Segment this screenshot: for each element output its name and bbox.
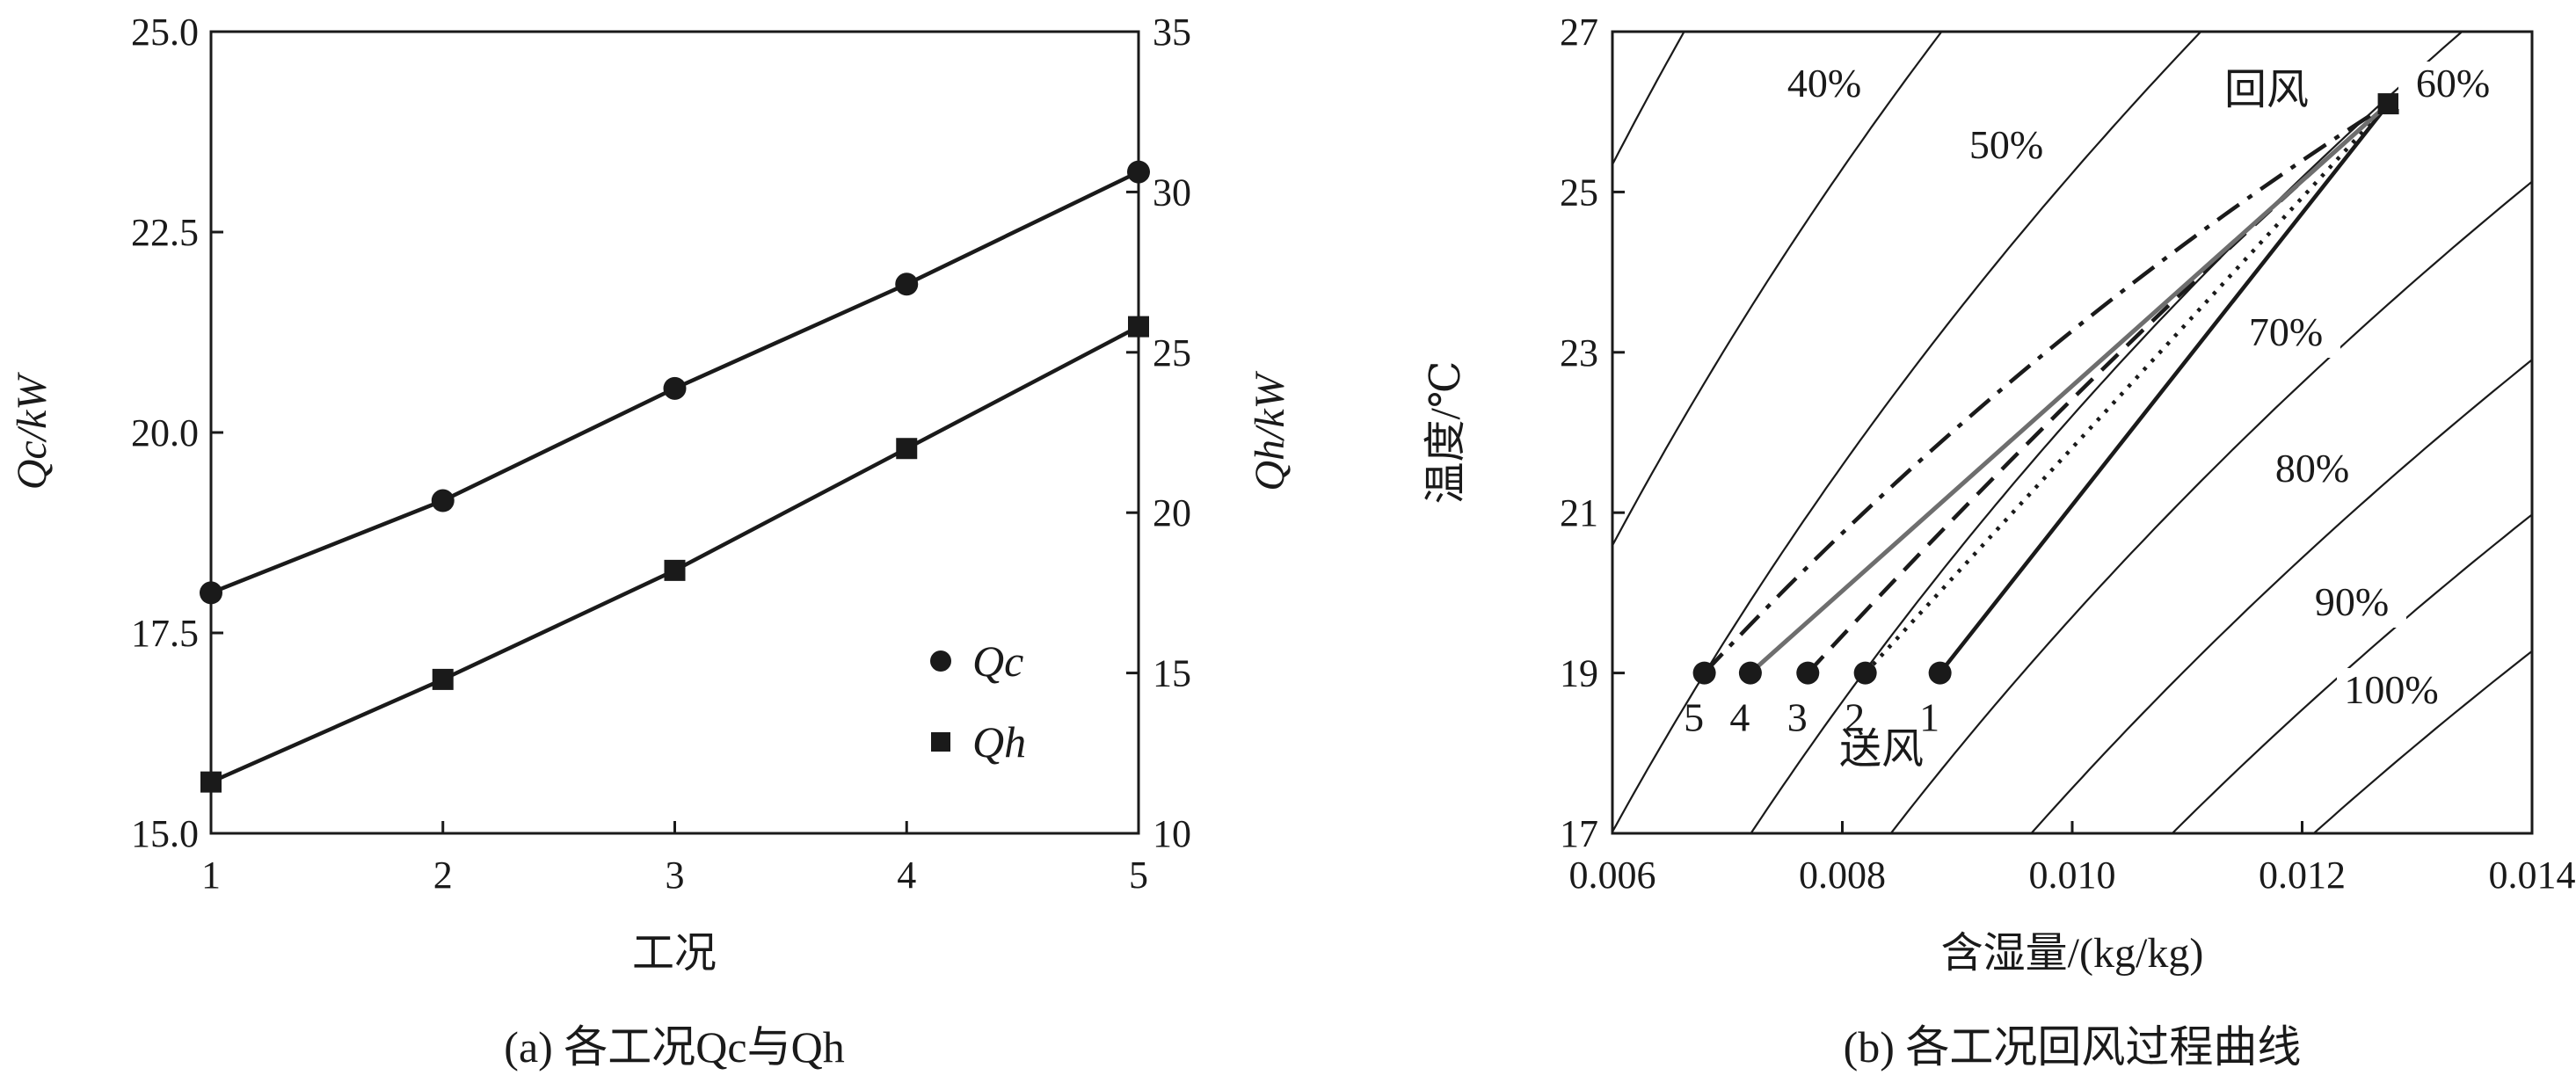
panel-a-series [200,160,1150,793]
rh-curve [1612,32,2202,833]
rh-label-background [2231,310,2340,358]
panel-a-x-tick-label: 1 [201,854,221,897]
rh-label: 40% [1787,61,1861,105]
panel-a-y-left-axis-label: Qc/kW [9,372,55,490]
panel-a-ticks: 1 2 3 4 5 15.0 17.5 20.0 22.5 25.0 10 15 20 25 30 35 [131,11,1191,897]
rh-curve [1612,32,1943,548]
panel-a-x-tick-label: 4 [897,854,916,897]
panel-a-x-tick-label: 3 [666,854,685,897]
rh-label-background [2337,668,2446,716]
panel-a-y-right-tick-label: 10 [1153,812,1191,855]
data-point-qc [200,581,222,605]
process-line-5 [1702,102,2390,675]
process-line-3 [1806,102,2390,675]
panel-a-x-axis-label: 工况 [632,930,717,977]
supply-point-label: 3 [1787,695,1808,740]
panel-b-y-axis-label: 温度/℃ [1423,360,1469,504]
data-point-qc [431,489,455,512]
rh-label: 70% [2249,309,2323,354]
panel-a-y-right-tick-label: 20 [1153,491,1191,534]
panel-b-y-tick-label: 19 [1560,652,1598,695]
panel-b-x-axis-label: 含湿量/(kg/kg) [1941,930,2204,977]
supply-point-label: 1 [1919,695,1939,740]
panel-a-y-left-tick-label: 22.5 [131,211,199,254]
rh-label: 50% [1969,122,2043,167]
supply-air-label: 送风 [1839,726,1924,773]
legend-marker-qc [930,650,951,672]
panel-a-chart: 1 2 3 4 5 15.0 17.5 20.0 22.5 25.0 10 15 20 25 30 35 工况… [9,11,1293,1072]
data-point-qh [200,771,222,793]
process-line-1 [1938,102,2390,674]
panel-b-y-tick-label: 27 [1560,11,1598,54]
data-point-qh [896,438,918,460]
panel-b-x-tick-label: 0.014 [2489,854,2576,897]
panel-b-x-tick-label: 0.010 [2029,854,2116,897]
supply-point-3 [1796,661,1820,685]
rh-label: 100% [2344,667,2438,712]
supply-point-1 [1928,661,1952,685]
rh-label-background [2398,62,2507,109]
panel-a-plot-frame [209,30,1140,835]
return-air-point [2377,93,2399,115]
data-point-qc [895,272,919,296]
legend-label-qc: Qc [972,636,1023,686]
panel-a-caption: (a) 各工况Qc与Qh [504,1022,844,1072]
rh-label-background [2297,580,2406,628]
panel-a-y-right-tick-label: 35 [1153,11,1191,54]
rh-curve [2029,358,2532,833]
rh-label-background [2258,447,2367,494]
rh-label: 90% [2315,579,2389,624]
panel-a-y-left-tick-label: 15.0 [131,812,199,855]
panel-b-y-tick-label: 23 [1560,331,1598,374]
supply-point-2 [1853,661,1877,685]
panel-b-y-tick-label: 17 [1560,812,1598,855]
rh-label-background [1770,62,1879,109]
process-line-4 [1749,102,2390,675]
panel-a-y-left-tick-label: 17.5 [131,612,199,655]
data-point-qh [1128,316,1149,338]
rh-label: 80% [2275,446,2349,490]
supply-point-label: 2 [1845,695,1865,740]
panel-a-x-tick-label: 5 [1129,854,1148,897]
panel-a-x-tick-label: 2 [433,854,453,897]
panel-a-y-right-tick-label: 25 [1153,331,1191,374]
panel-a-y-right-tick-label: 30 [1153,171,1191,214]
data-point-qh [432,668,454,690]
rh-curve [1889,180,2532,833]
rh-curve [2312,650,2532,833]
supply-point-4 [1738,661,1762,685]
panel-b-x-tick-label: 0.012 [2259,854,2346,897]
panel-b-x-tick-label: 0.006 [1569,854,1656,897]
supply-point-5 [1692,661,1716,685]
panel-b-rh-curves [1612,32,2532,833]
panel-a-legend: Qc Qh [930,636,1026,767]
panel-b-y-tick-label: 25 [1560,171,1598,214]
rh-curve [1750,32,2463,833]
panel-a-y-left-tick-label: 25.0 [131,11,199,54]
panel-a-y-left-tick-label: 20.0 [131,411,199,454]
rh-label: 60% [2416,61,2490,105]
return-air-label: 回风 [2224,67,2309,113]
data-point-qc [1127,160,1150,184]
panel-b-x-tick-label: 0.008 [1799,854,1886,897]
data-point-qh [664,559,686,581]
supply-point-label: 4 [1729,695,1750,740]
legend-label-qh: Qh [972,717,1026,767]
supply-point-label: 5 [1684,695,1704,740]
panel-a-y-right-axis-label: Qh/kW [1247,370,1293,490]
rh-curve [1612,32,1685,167]
panel-b-caption: (b) 各工况回风过程曲线 [1844,1022,2302,1072]
panel-a-y-right-tick-label: 15 [1153,652,1191,695]
panel-b-y-tick-label: 21 [1560,491,1598,534]
rh-curve [2171,512,2532,833]
data-point-qc [663,376,687,400]
rh-label-background [1952,123,2061,171]
legend-marker-qh [931,732,950,752]
